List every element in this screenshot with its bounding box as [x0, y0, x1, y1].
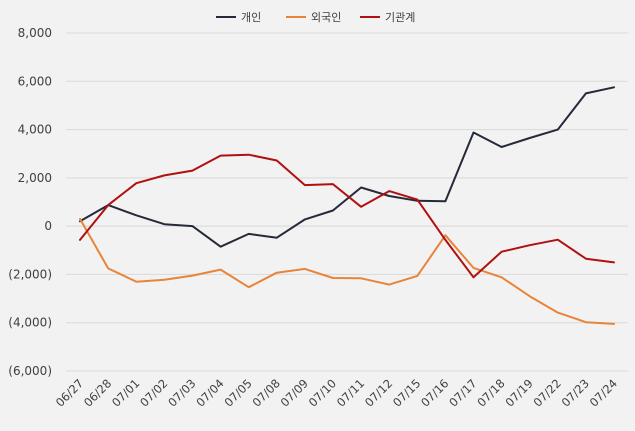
- series-line-3: [79, 153, 615, 279]
- y-tick-label: 4,000: [18, 123, 52, 137]
- y-tick-label: 2,000: [18, 171, 52, 185]
- x-tick-label: 07/23: [559, 376, 592, 409]
- x-tick-label: 07/02: [137, 376, 170, 409]
- series-lines: [79, 86, 615, 325]
- x-tick-label: 07/24: [587, 376, 620, 409]
- legend-label: 기관계: [385, 11, 415, 24]
- legend: 개인 외국인 기관계: [216, 11, 415, 24]
- x-tick-label: 07/17: [446, 376, 479, 409]
- x-tick-label: 07/18: [474, 376, 507, 409]
- x-tick-label: 07/19: [502, 376, 535, 409]
- x-tick-label: 07/11: [334, 376, 367, 409]
- x-tick-label: 07/16: [418, 376, 451, 409]
- y-tick-label: 0: [44, 219, 52, 233]
- y-axis-ticks: (6,000) (4,000) (2,000) 0 2,000 4,000 6,000 8,0…: [8, 26, 52, 378]
- x-tick-label: 07/03: [165, 376, 198, 409]
- y-tick-label: 6,000: [18, 74, 52, 88]
- x-tick-label: 06/28: [81, 376, 114, 409]
- series-line-2: [79, 217, 615, 325]
- x-tick-label: 06/27: [53, 376, 86, 409]
- x-tick-label: 07/05: [221, 376, 254, 409]
- x-tick-label: 07/10: [306, 376, 339, 409]
- legend-label: 외국인: [311, 11, 341, 24]
- series-line-1: [79, 86, 615, 248]
- x-tick-label: 07/04: [193, 376, 226, 409]
- gridlines: [66, 32, 628, 372]
- legend-label: 개인: [241, 11, 261, 24]
- x-tick-label: 07/12: [362, 376, 395, 409]
- x-tick-label: 07/15: [390, 376, 423, 409]
- x-tick-label: 07/09: [278, 376, 311, 409]
- x-axis-ticks: 06/2706/2807/0107/0207/0307/0407/0507/08…: [53, 376, 620, 409]
- x-tick-label: 07/01: [109, 376, 142, 409]
- x-tick-label: 07/08: [250, 376, 283, 409]
- y-tick-label: (4,000): [8, 316, 52, 330]
- x-tick-label: 07/22: [531, 376, 564, 409]
- y-tick-label: (6,000): [8, 364, 52, 378]
- y-tick-label: 8,000: [18, 26, 52, 40]
- y-tick-label: (2,000): [8, 267, 52, 281]
